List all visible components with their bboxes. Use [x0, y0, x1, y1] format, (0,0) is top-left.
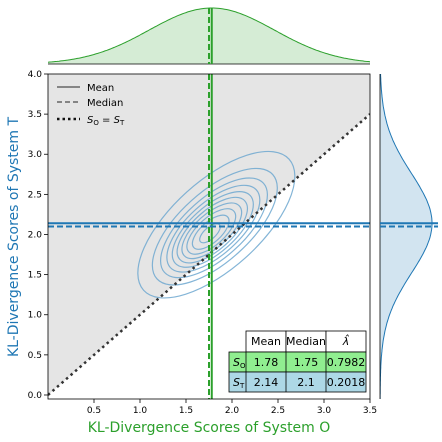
table-row-t-median: 2.1: [297, 376, 315, 389]
table-row-o-mean: 1.78: [254, 356, 279, 369]
legend-mean-label: Mean: [87, 83, 114, 94]
table-row-t-label: ST: [233, 376, 245, 390]
x-axis-label: KL-Divergence Scores of System O: [88, 420, 331, 436]
x-tick-label: 3.5: [363, 406, 377, 416]
x-tick-label: 1.0: [133, 406, 148, 416]
stats-table: Mean Median λ̂ SO 1.78 1.75 0.7982 ST 2.…: [228, 330, 367, 393]
y-axis-label: KL-Divergence Scores of System T: [6, 117, 22, 358]
contour-level: [137, 150, 296, 299]
table-header-mean: Mean: [251, 335, 281, 348]
legend-identity-label: SO = ST: [87, 115, 125, 127]
y-tick-label: 3.0: [28, 150, 43, 160]
mean-median-lines: [48, 74, 370, 399]
identity-line: [48, 113, 370, 396]
legend-median-label: Median: [87, 98, 123, 109]
contour-level: [151, 167, 278, 286]
upper-triangle-shade: [48, 74, 370, 395]
kde-contours: [137, 150, 296, 299]
x-tick-label: 3.0: [317, 406, 332, 416]
table-row-t-lambda: 0.2018: [327, 376, 366, 389]
contour-level: [176, 196, 248, 264]
y-tick-label: 3.5: [28, 110, 42, 120]
right-marginal-density: [380, 74, 433, 399]
y-tick-label: 1.0: [28, 311, 43, 321]
y-tick-label: 0.5: [28, 351, 42, 361]
x-tick-label: 0.5: [87, 406, 101, 416]
right-marginal-curve: [380, 74, 433, 399]
plot-area: [48, 74, 370, 399]
y-axis-ticks: 0.0 0.5 1.0 1.5 2.0 2.5 3.0 3.5 4.0: [28, 70, 48, 401]
x-tick-label: 2.5: [271, 406, 285, 416]
contour-level: [159, 177, 269, 279]
top-marginal-reference-lines: [208, 8, 213, 64]
contour-level: [166, 184, 261, 273]
table-header-median: Median: [286, 335, 326, 348]
y-tick-label: 4.0: [28, 70, 43, 80]
table-row-t-mean: 2.14: [254, 376, 279, 389]
contour-level: [171, 191, 254, 268]
y-tick-label: 2.5: [28, 190, 42, 200]
contour-level: [181, 202, 243, 260]
table-row-o-median: 1.75: [294, 356, 319, 369]
contour-level: [186, 208, 237, 255]
x-axis-ticks: 0.5 1.0 1.5 2.0 2.5 3.0 3.5: [87, 399, 377, 416]
y-tick-label: 0.0: [28, 391, 43, 401]
right-marginal-reference-lines: [380, 222, 438, 228]
y-tick-label: 2.0: [28, 230, 43, 240]
x-tick-label: 2.0: [225, 406, 240, 416]
x-tick-label: 1.5: [179, 406, 193, 416]
y-tick-label: 1.5: [28, 271, 42, 281]
legend: Mean Median SO = ST: [57, 83, 125, 127]
table-row-o-lambda: 0.7982: [327, 356, 366, 369]
right-marginal-fill: [380, 74, 432, 399]
contour-level: [199, 223, 221, 244]
table-header-lambda: λ̂: [342, 334, 350, 348]
table-row-o-label: SO: [233, 356, 246, 370]
contour-level: [191, 214, 230, 250]
plot-frame: [47, 73, 371, 400]
